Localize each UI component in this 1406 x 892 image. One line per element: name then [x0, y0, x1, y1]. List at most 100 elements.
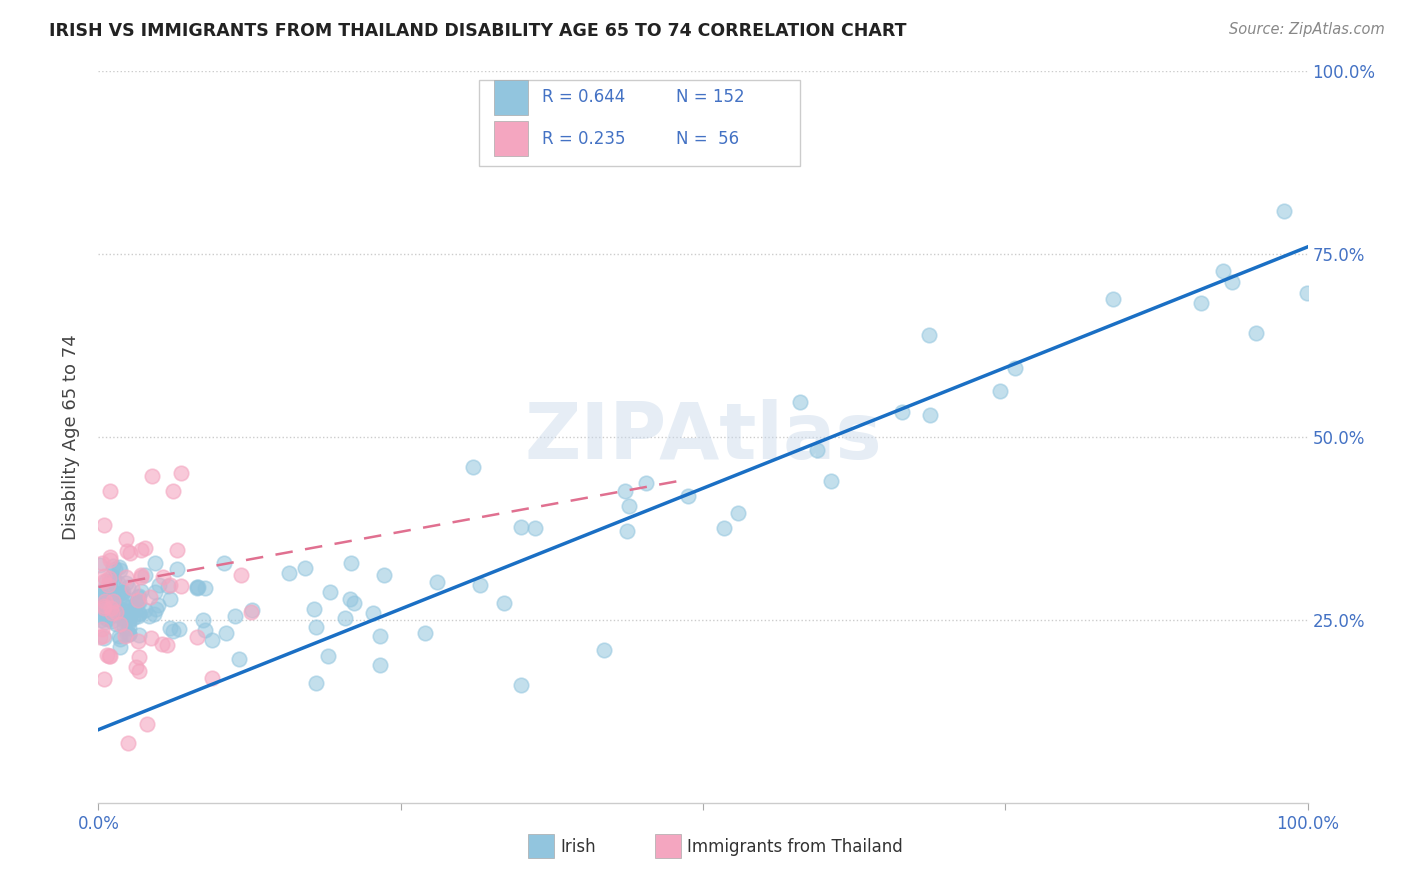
- Point: [104, 562, 127, 576]
- Point: [103, 600, 125, 615]
- Point: [145, 557, 167, 571]
- Point: [228, 651, 250, 665]
- Point: [127, 593, 149, 607]
- Point: [167, 623, 190, 637]
- Text: Irish: Irish: [561, 838, 596, 855]
- Point: [111, 588, 134, 602]
- Point: [201, 671, 224, 685]
- Point: [120, 600, 142, 615]
- Point: [107, 576, 129, 591]
- Point: [104, 607, 127, 622]
- Point: [90, 556, 112, 570]
- Point: [727, 506, 749, 520]
- Point: [806, 443, 828, 458]
- Point: [115, 532, 138, 546]
- Point: [91, 629, 114, 643]
- Point: [108, 617, 131, 632]
- Point: [1004, 361, 1026, 376]
- Bar: [494, 121, 527, 156]
- Point: [368, 629, 391, 643]
- Point: [91, 609, 114, 624]
- Point: [159, 577, 181, 591]
- Point: [97, 604, 120, 618]
- Text: IRISH VS IMMIGRANTS FROM THAILAND DISABILITY AGE 65 TO 74 CORRELATION CHART: IRISH VS IMMIGRANTS FROM THAILAND DISABI…: [49, 22, 907, 40]
- Point: [166, 562, 188, 576]
- Point: [214, 626, 236, 640]
- Point: [129, 583, 152, 598]
- Text: R = 0.644: R = 0.644: [543, 88, 626, 106]
- Point: [96, 588, 118, 602]
- Point: [141, 469, 163, 483]
- Point: [129, 568, 152, 582]
- Point: [159, 621, 181, 635]
- Point: [114, 599, 136, 613]
- Point: [110, 586, 132, 600]
- Point: [278, 566, 301, 580]
- Point: [89, 604, 111, 618]
- Point: [339, 591, 361, 606]
- Point: [107, 629, 129, 643]
- Point: [117, 736, 139, 750]
- Point: [134, 541, 156, 555]
- Point: [191, 613, 214, 627]
- Point: [110, 607, 132, 621]
- Text: N =  56: N = 56: [676, 129, 740, 147]
- Point: [224, 608, 246, 623]
- Point: [891, 405, 914, 419]
- Point: [114, 629, 136, 643]
- Point: [115, 606, 138, 620]
- Point: [138, 609, 160, 624]
- Point: [162, 624, 184, 639]
- Point: [1101, 293, 1123, 307]
- Point: [118, 627, 141, 641]
- Point: [91, 591, 114, 605]
- Point: [114, 603, 136, 617]
- Point: [93, 632, 115, 646]
- Point: [93, 595, 115, 609]
- Point: [194, 581, 217, 595]
- Point: [115, 575, 138, 590]
- Point: [187, 581, 209, 595]
- Point: [134, 603, 156, 617]
- Point: [89, 585, 111, 599]
- Point: [510, 678, 533, 692]
- Point: [110, 563, 132, 577]
- Point: [124, 603, 146, 617]
- Point: [93, 574, 115, 588]
- Point: [128, 606, 150, 620]
- Point: [340, 556, 363, 570]
- Bar: [494, 79, 527, 115]
- Point: [988, 384, 1011, 399]
- Point: [98, 649, 121, 664]
- Point: [170, 579, 193, 593]
- Point: [100, 569, 122, 583]
- Point: [108, 560, 131, 574]
- Point: [108, 640, 131, 654]
- Point: [93, 672, 115, 686]
- Point: [118, 620, 141, 634]
- Point: [152, 570, 174, 584]
- Text: N = 152: N = 152: [676, 88, 745, 106]
- Point: [148, 578, 170, 592]
- Point: [128, 664, 150, 678]
- Point: [98, 649, 121, 664]
- Text: R = 0.235: R = 0.235: [543, 129, 626, 147]
- Point: [100, 600, 122, 615]
- Point: [373, 568, 395, 582]
- Point: [89, 599, 111, 613]
- Point: [789, 395, 811, 409]
- Point: [146, 598, 169, 612]
- Point: [617, 499, 640, 513]
- Point: [104, 600, 127, 615]
- Point: [1272, 203, 1295, 218]
- Text: ZIPAtlas: ZIPAtlas: [524, 399, 882, 475]
- Point: [186, 582, 208, 596]
- Point: [117, 615, 139, 629]
- Point: [93, 518, 115, 533]
- Point: [294, 561, 316, 575]
- Point: [110, 632, 132, 646]
- Point: [101, 590, 124, 604]
- Point: [134, 568, 156, 582]
- Point: [370, 657, 392, 672]
- Point: [169, 466, 191, 480]
